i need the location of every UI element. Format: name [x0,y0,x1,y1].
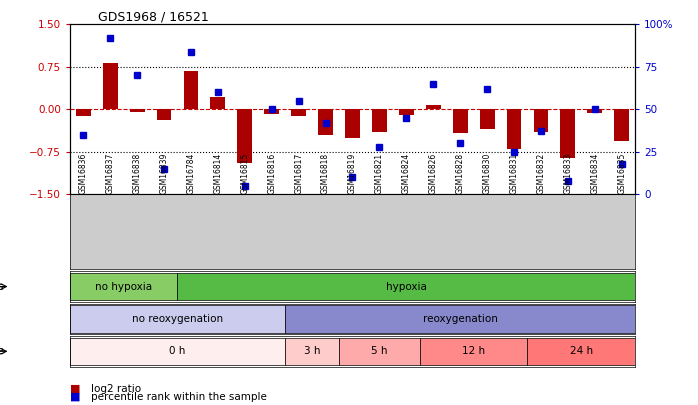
Bar [345,109,360,138]
Bar [528,338,635,365]
Bar [507,109,521,149]
Bar [453,109,468,133]
Bar [70,305,285,333]
Bar [614,109,629,141]
Bar [76,109,91,116]
Text: time: time [0,346,5,356]
Bar [372,109,387,132]
Bar [237,109,252,163]
Bar [318,109,333,135]
Text: ■: ■ [70,392,80,402]
Bar [70,338,285,365]
Bar [285,305,635,333]
Text: 5 h: 5 h [371,346,387,356]
Text: GDS1968 / 16521: GDS1968 / 16521 [98,10,209,23]
Text: hypoxia: hypoxia [386,281,426,292]
Bar [291,109,306,116]
Text: no reoxygenation: no reoxygenation [132,314,223,324]
Text: percentile rank within the sample: percentile rank within the sample [91,392,267,402]
Text: 24 h: 24 h [570,346,593,356]
Bar [480,109,494,129]
Text: 12 h: 12 h [462,346,485,356]
Bar [560,109,575,158]
Text: 3 h: 3 h [304,346,320,356]
Bar [426,105,440,109]
Text: ■: ■ [70,384,80,394]
Text: log2 ratio: log2 ratio [91,384,141,394]
Bar [130,109,144,112]
Text: reoxygenation: reoxygenation [423,314,498,324]
Bar [399,109,414,115]
Bar [184,71,198,109]
Bar [103,63,117,109]
Bar [211,97,225,109]
Text: 0 h: 0 h [170,346,186,356]
Bar [265,109,279,114]
Bar [419,338,528,365]
Bar [588,109,602,113]
Bar [339,338,419,365]
Bar [285,338,339,365]
Bar [177,273,635,300]
Bar [70,273,177,300]
Text: no hypoxia: no hypoxia [95,281,152,292]
Bar [156,109,172,119]
Bar [533,109,549,132]
Text: stress: stress [0,281,5,292]
